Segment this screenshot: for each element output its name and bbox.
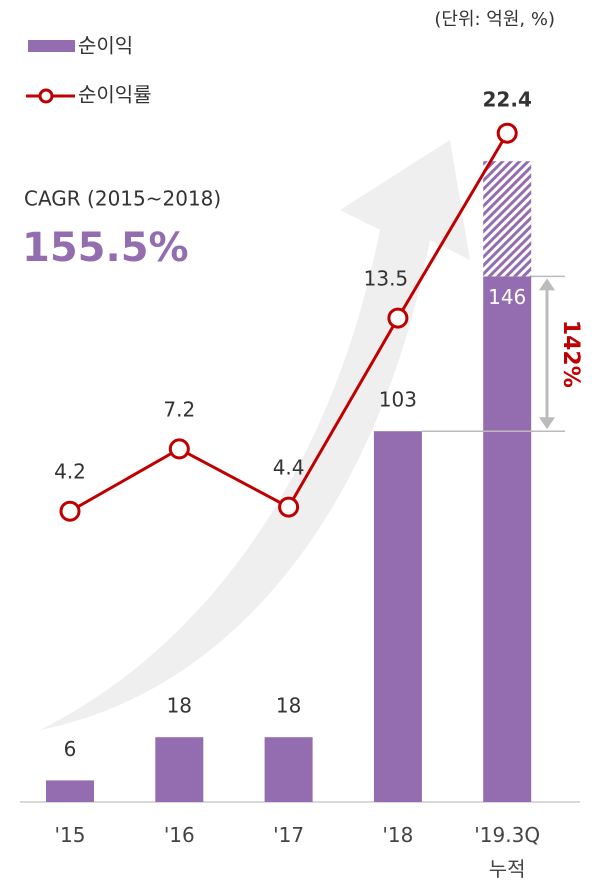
bar-value-label: 6 [64, 737, 77, 761]
line-marker [278, 496, 300, 518]
line-marker [59, 500, 81, 522]
bar [155, 737, 204, 802]
bar-projection [483, 161, 532, 277]
bar-value-label: 18 [167, 694, 192, 718]
line-marker [387, 307, 409, 329]
growth-arrow-head [539, 278, 555, 291]
line-value-label: 4.4 [273, 456, 305, 480]
background-arrow [40, 140, 470, 730]
line-marker [168, 438, 190, 460]
line-value-label: 22.4 [483, 88, 532, 112]
cagr-label: CAGR (2015~2018) [24, 187, 221, 211]
legend-label: 순이익 [78, 34, 133, 58]
x-tick-label: '19.3Q 누적 [474, 823, 541, 881]
legend-marker [38, 88, 54, 104]
x-tick-label: '16 [163, 823, 195, 847]
legend-swatch [28, 40, 75, 52]
x-tick-label: '17 [273, 823, 305, 847]
cagr-value: 155.5% [22, 225, 189, 271]
bar-value-label: 18 [276, 694, 301, 718]
growth-arrow-head [539, 417, 555, 430]
x-tick-label: '18 [382, 823, 414, 847]
bar-value-label: 103 [379, 388, 417, 412]
line-value-label: 4.2 [54, 460, 86, 484]
legend-label: 순이익률 [78, 83, 152, 107]
bar [46, 780, 94, 802]
x-tick-label: '15 [54, 823, 86, 847]
line-value-label: 7.2 [163, 397, 195, 421]
bar [483, 276, 532, 802]
bar [264, 737, 313, 802]
line-value-label: 13.5 [364, 267, 409, 291]
bar [373, 431, 422, 802]
growth-label: 142% [558, 320, 583, 388]
unit-note: (단위: 억원, %) [434, 9, 555, 30]
line-marker [496, 122, 518, 144]
bar-value-label: 146 [488, 285, 526, 309]
